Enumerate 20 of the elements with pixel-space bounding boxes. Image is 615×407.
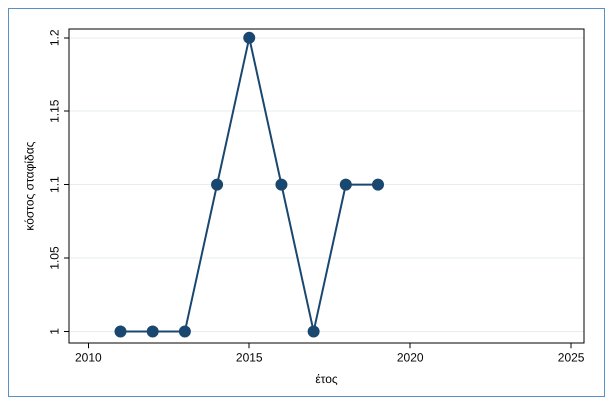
point bbox=[114, 325, 126, 338]
point bbox=[146, 325, 159, 338]
point bbox=[308, 325, 320, 338]
x-tick-label: 2015 bbox=[236, 350, 263, 365]
y-tick-label: 1.1 bbox=[47, 176, 62, 193]
x-tick-label: 2020 bbox=[396, 350, 424, 365]
point bbox=[178, 325, 191, 338]
x-tick-label: 2025 bbox=[558, 350, 585, 365]
y-tick-label: 1.15 bbox=[47, 99, 62, 123]
y-tick-label: 1.2 bbox=[47, 29, 62, 46]
point bbox=[340, 178, 352, 191]
y-tick-label: 1 bbox=[47, 328, 62, 335]
x-axis-title: έτος bbox=[315, 372, 338, 386]
point bbox=[372, 178, 384, 191]
y-axis-title: κόστος σταφίδας bbox=[22, 141, 37, 231]
y-tick-label: 1.05 bbox=[47, 246, 62, 270]
point bbox=[243, 32, 256, 44]
point bbox=[275, 178, 288, 191]
point bbox=[211, 178, 224, 191]
x-tick-label: 2010 bbox=[74, 350, 102, 365]
